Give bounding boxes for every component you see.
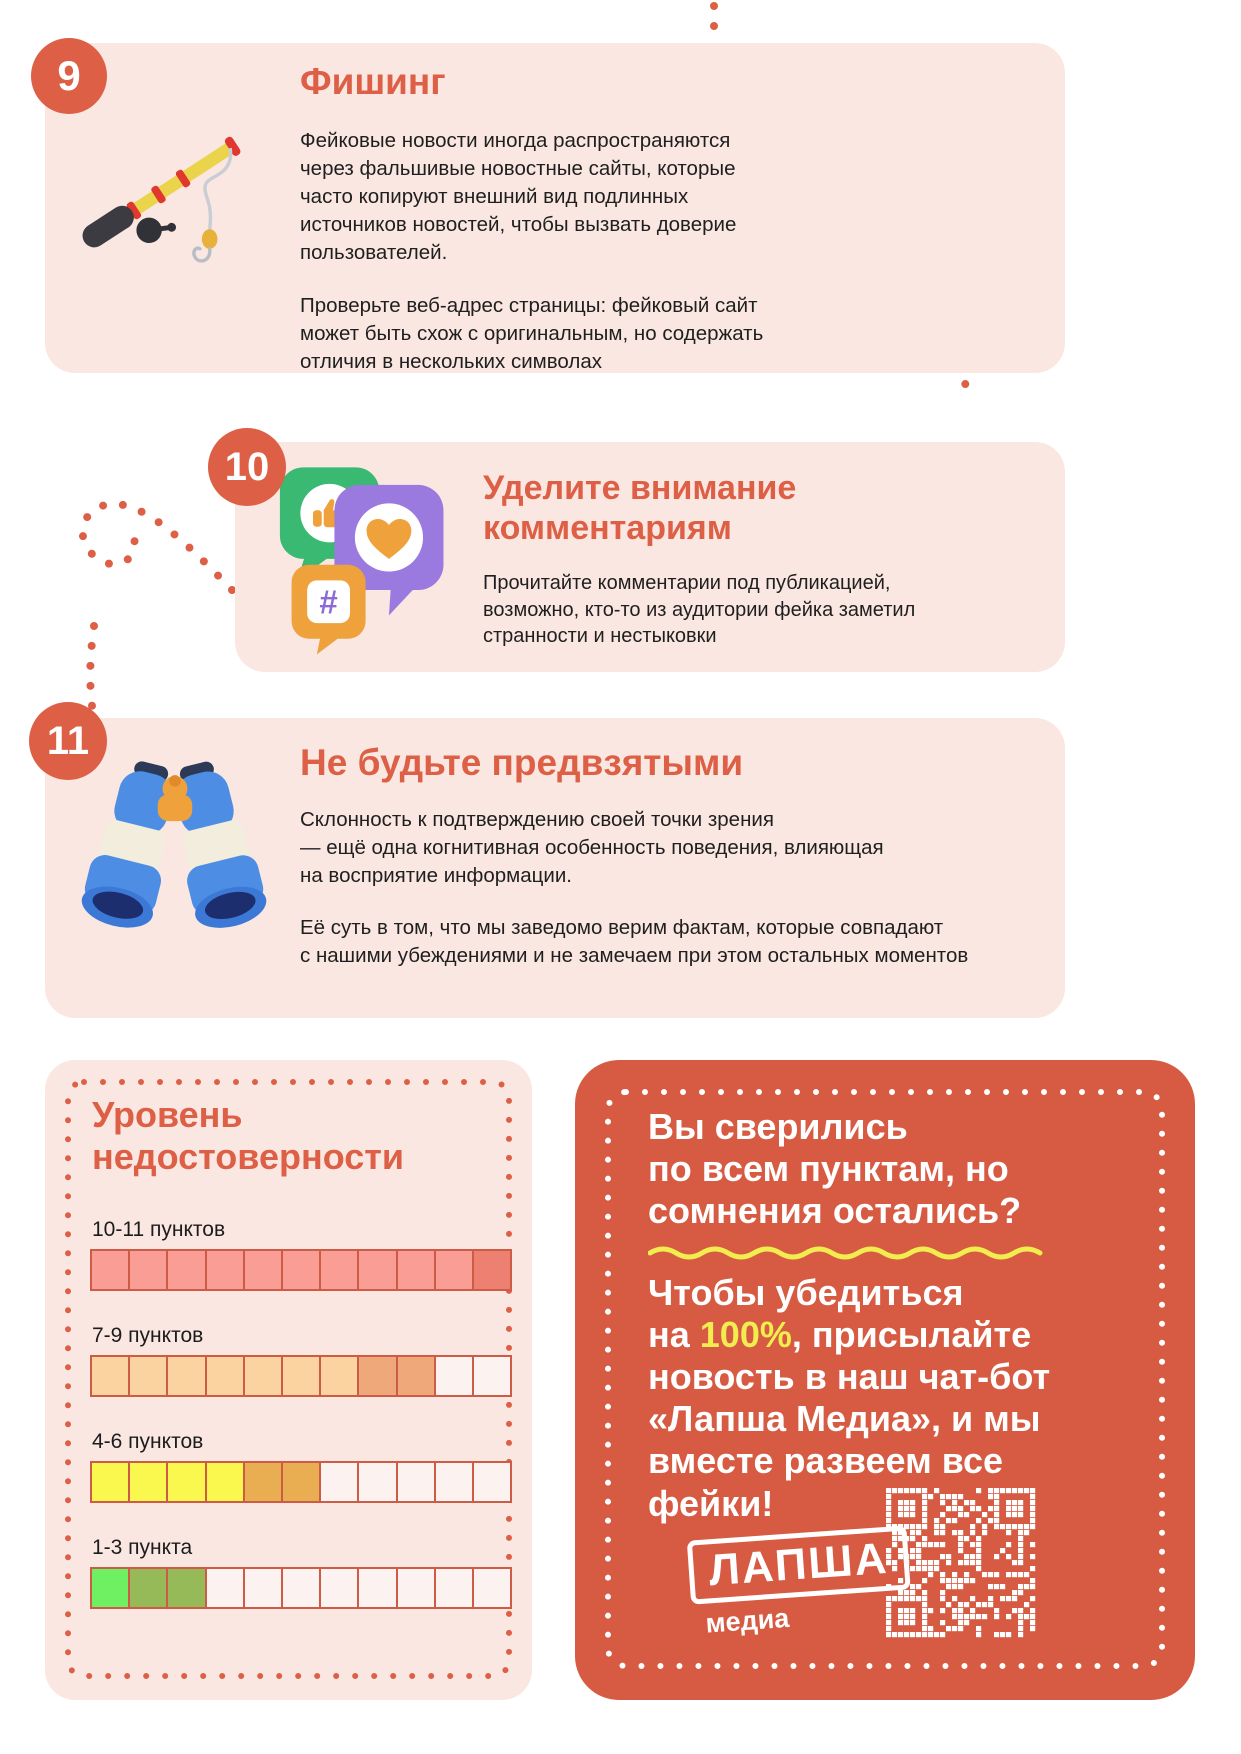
levels-rows: 10-11 пунктов 7-9 пунктов 4-6 пунктов 1-3 п… [90,1218,513,1642]
level-cell [471,1249,513,1291]
level-cell [433,1461,474,1503]
level-cell [471,1461,513,1503]
level-label: 7-9 пунктов [92,1324,204,1347]
level-cell [280,1461,322,1503]
level-cell [280,1249,322,1291]
cta-body-line: фейки! [648,1482,774,1524]
hashtag-glyph: # [319,584,337,621]
level-cell [471,1567,513,1609]
level-bar [90,1461,513,1503]
level-cell [166,1461,207,1503]
wavy-underline [648,1246,1043,1260]
card-title: Не будьте предвзятыми [300,742,744,783]
level-cell [166,1355,207,1397]
level-bar [90,1567,513,1609]
level-label: 4-6 пунктов [92,1430,204,1453]
level-cell [242,1355,283,1397]
level-cell [90,1567,131,1609]
level-cell [242,1249,283,1291]
level-cell [242,1461,283,1503]
binoculars-icon [81,761,267,928]
cta-heading-line: Вы сверились [648,1106,908,1147]
comment-bubbles-icon: # [279,467,444,655]
level-cell [166,1567,207,1609]
level-cell [357,1461,398,1503]
level-cell [395,1355,436,1397]
level-label: 1-3 пункта [92,1536,193,1559]
level-cell [128,1461,169,1503]
card-paragraph: Проверьте веб-адрес страницы: фейковый с… [300,294,764,374]
level-cell [395,1249,436,1291]
level-bar [90,1249,513,1291]
card-paragraph: Склонность к подтверждению своей точки з… [300,808,884,887]
level-cell [204,1249,245,1291]
level-cell [319,1249,360,1291]
level-cell [433,1567,474,1609]
level-label: 10-11 пунктов [92,1218,226,1241]
qr-code [886,1488,1036,1638]
level-row: 1-3 пункта [90,1536,513,1609]
card-title: Уделите внимание комментариям [483,469,797,548]
card-paragraph: Её суть в том, что мы заведомо верим фак… [300,915,969,967]
cta-body: Чтобы убедиться на 100%, присылайте новост… [648,1272,1168,1525]
step-number-badge: 11 [29,702,107,780]
highlight-100-percent: 100% [699,1314,792,1356]
card-title: Фишинг [300,61,446,102]
cta-body-line: «Лапша Медиа», и мы [648,1398,1041,1440]
level-row: 7-9 пунктов [90,1324,513,1397]
cta-body-line: на 100%, присылайте [648,1314,1032,1356]
step-number-badge: 10 [208,428,286,506]
level-cell [204,1355,245,1397]
card-bias: Не будьте предвзятыми Склонность к подтв… [45,718,1065,1018]
cta-body-line: вместе развеем все [648,1440,1003,1482]
level-bar [90,1355,513,1397]
level-row: 10-11 пунктов [90,1218,513,1291]
level-cell [319,1567,360,1609]
level-cell [280,1355,322,1397]
level-cell [166,1249,207,1291]
cta-body-line: новость в наш чат-бот [648,1356,1051,1398]
level-cell [90,1461,131,1503]
lapsha-media-logo: ЛАПША медиа [686,1525,913,1640]
level-cell [280,1567,322,1609]
level-row: 4-6 пунктов [90,1430,513,1503]
level-cell [357,1249,398,1291]
card-paragraph: Прочитайте комментарии под публикацией, … [483,572,916,648]
level-cell [90,1249,131,1291]
level-cell [357,1355,398,1397]
step-number-badge: 9 [31,38,107,114]
dotted-frame-white [605,1089,1165,1669]
level-cell [128,1249,169,1291]
level-cell [319,1461,360,1503]
level-cell [395,1567,436,1609]
cta-heading-line: по всем пунктам, но [648,1148,1009,1190]
level-cell [357,1567,398,1609]
level-cell [242,1567,283,1609]
level-cell [433,1355,474,1397]
level-cell [128,1567,169,1609]
cta-card [575,1060,1195,1700]
level-cell [471,1355,513,1397]
hashtag-bubble: # [291,564,366,655]
level-cell [319,1355,360,1397]
level-cell [204,1567,245,1609]
cta-heading-line: сомнения остались? [648,1190,1022,1232]
heart-bubble [334,484,444,616]
card-paragraph: Фейковые новости иногда распространяются… [300,129,737,264]
card-phishing: Фишинг Фейковые новости иногда распростр… [45,43,1065,373]
panel-title: Уровень недостоверности [92,1094,405,1178]
level-cell [90,1355,131,1397]
level-cell [433,1249,474,1291]
fishing-rod-icon [82,136,241,263]
cta-body-line: Чтобы убедиться [648,1272,964,1313]
level-cell [395,1461,436,1503]
level-cell [204,1461,245,1503]
cta-heading: Вы сверились по всем пунктам, но сомнени… [648,1106,1148,1232]
level-cell [128,1355,169,1397]
